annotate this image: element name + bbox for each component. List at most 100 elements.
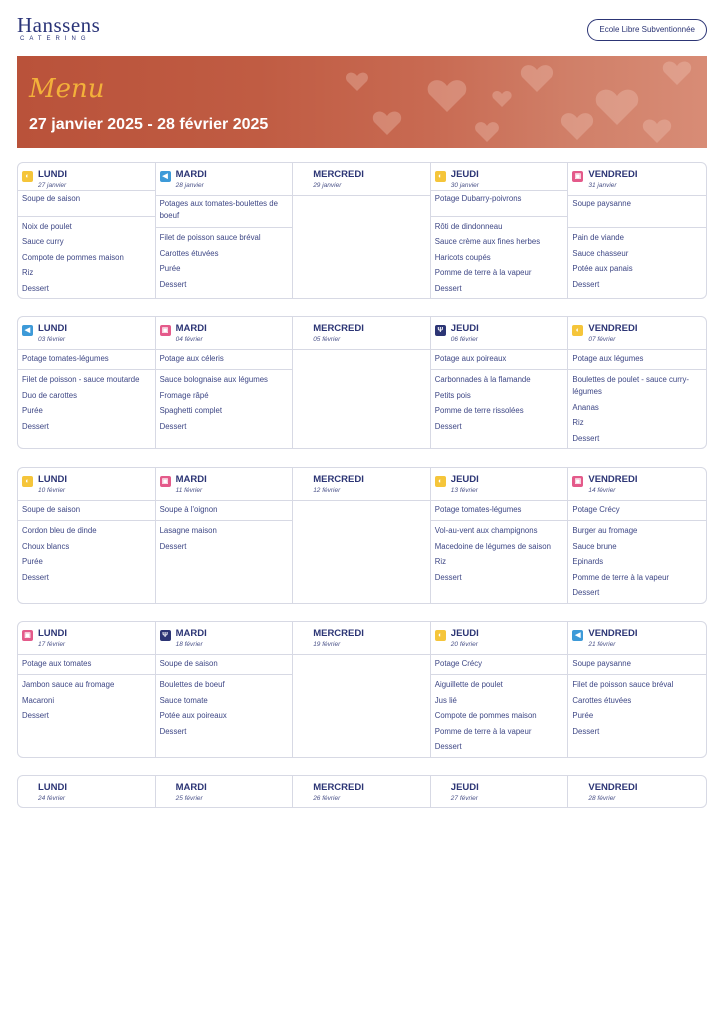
day-date: 28 février	[588, 795, 616, 802]
soup-item: Soupe à l'oignon	[155, 501, 293, 521]
dish-list	[293, 370, 430, 374]
dish-item: Potée aux panais	[572, 264, 633, 273]
dish-item: Fromage râpé	[159, 390, 209, 400]
day-header: JEUDI 27 février	[431, 776, 568, 807]
dish-list: Cordon bleu de dinde Choux blancs Purée Des…	[18, 521, 155, 587]
dish-item: Rôti de dindonneau	[434, 221, 503, 231]
soup-item: Potage aux légumes	[568, 350, 706, 370]
dish-item: Haricots coupés	[434, 252, 491, 262]
day-name: MARDI	[175, 169, 207, 180]
day-date: 24 février	[38, 795, 66, 802]
day-column-vendredi: ▣ VENDREDI 14 février Potage Crécy Burger au…	[568, 468, 706, 603]
day-name: LUNDI	[38, 474, 68, 485]
week-table: ◐ LUNDI 10 février Soupe de saison Cordon bl…	[17, 467, 707, 604]
day-header: Ψ JEUDI 06 février	[430, 317, 568, 350]
dish-item: Riz	[434, 557, 447, 566]
day-column-lundi: ◐ LUNDI 10 février Soupe de saison Cordon bl…	[18, 468, 156, 603]
dish-list: Filet de poisson - sauce moutarde Duo de …	[18, 370, 155, 436]
dish-list	[293, 521, 430, 525]
day-header: LUNDI 24 février	[18, 776, 155, 807]
dish-list	[293, 675, 430, 679]
dish-item: Dessert	[159, 541, 187, 551]
day-date: 14 février	[588, 487, 616, 494]
meal-category-icon: ◀	[159, 171, 171, 182]
day-column-mardi: Ψ MARDI 18 février Soupe de saison Boulettes…	[155, 622, 294, 757]
dish-item: Vol-au-vent aux champignons	[434, 526, 538, 535]
day-column-jeudi: Ψ JEUDI 06 février Potage aux poireaux Carbo…	[430, 317, 569, 448]
day-column-vendredi: VENDREDI 28 février	[568, 776, 706, 807]
day-header: MERCREDI 26 février	[293, 776, 430, 807]
day-header: ◀ MARDI 28 janvier	[155, 163, 293, 196]
soup-item: Potage Crécy	[430, 655, 568, 675]
day-column-jeudi: JEUDI 27 février	[431, 776, 569, 807]
day-date: 17 février	[38, 641, 66, 648]
day-header: ▣ MARDI 04 février	[155, 317, 293, 350]
day-column-mardi: MARDI 25 février	[156, 776, 294, 807]
day-name: LUNDI	[38, 628, 68, 639]
soup-item: Soupe de saison	[155, 655, 293, 675]
soup-item: Soupe de saison	[18, 191, 155, 217]
day-date: 27 janvier	[38, 182, 67, 189]
soup-item	[293, 350, 430, 370]
dish-list: Vol-au-vent aux champignons Macedoine de …	[431, 521, 568, 587]
soup-item: Potage aux poireaux	[430, 350, 568, 370]
day-name: VENDREDI	[588, 474, 638, 485]
day-header: ▣ MARDI 11 février	[155, 468, 293, 501]
day-column-vendredi: ◐ VENDREDI 07 février Potage aux légumes Bou…	[568, 317, 706, 448]
soup-item: Soupe paysanne	[568, 655, 706, 675]
meal-category-icon: ▣	[572, 171, 584, 182]
soup-item: Potage Crécy	[568, 501, 706, 521]
day-name: MARDI	[175, 628, 207, 639]
dish-item: Dessert	[572, 588, 600, 597]
banner-date-range: 27 janvier 2025 - 28 février 2025	[29, 116, 269, 133]
day-header: ▣ VENDREDI 31 janvier	[568, 163, 706, 196]
day-date: 27 février	[450, 795, 478, 802]
week-table: ◀ LUNDI 03 février Potage tomates-légumes Fi…	[17, 316, 707, 449]
banner-title: Menu	[29, 74, 105, 104]
day-header: MARDI 25 février	[156, 776, 293, 807]
dish-item: Purée	[22, 406, 43, 415]
dish-item: Dessert	[159, 726, 187, 736]
dish-list: Aiguillette de poulet Jus lié Compote de p…	[431, 675, 568, 757]
dish-item: Filet de poisson sauce bréval	[572, 680, 674, 689]
meal-category-icon: ◐	[434, 171, 446, 182]
day-name: LUNDI	[38, 782, 68, 793]
dish-item: Dessert	[159, 279, 187, 289]
day-header: MERCREDI 19 février	[293, 622, 430, 655]
day-name: MERCREDI	[313, 474, 364, 485]
dish-item: Carottes étuvées	[159, 248, 219, 258]
day-header: MERCREDI 05 février	[293, 317, 430, 350]
soup-item: Potages aux tomates-boulettes de boeuf	[155, 196, 293, 228]
day-header: Ψ MARDI 18 février	[155, 622, 293, 655]
day-name: MERCREDI	[313, 169, 364, 180]
dish-item: Dessert	[159, 421, 187, 431]
day-header: ▣ VENDREDI 14 février	[568, 468, 706, 501]
day-header: ◐ JEUDI 20 février	[430, 622, 568, 655]
day-column-mardi: ◀ MARDI 28 janvier Potages aux tomates-boul…	[155, 163, 294, 298]
day-date: 03 février	[38, 336, 66, 343]
dish-list: Boulettes de poulet - sauce curry-légume…	[568, 370, 706, 448]
meal-category-icon: ◐	[22, 476, 33, 487]
day-date: 30 janvier	[450, 182, 479, 189]
day-column-jeudi: ◐ JEUDI 30 janvier Potage Dubarry-poivrons R…	[430, 163, 569, 298]
soup-item: Potage aux céleris	[155, 350, 293, 370]
dish-item: Dessert	[22, 283, 49, 293]
day-date: 11 février	[175, 487, 203, 494]
day-date: 18 février	[175, 641, 203, 648]
dish-list	[293, 228, 430, 232]
soup-item: Soupe de saison	[18, 501, 155, 521]
dish-list: Noix de poulet Sauce curry Compote de pomm…	[18, 217, 155, 299]
week-table: ◐ LUNDI 27 janvier Soupe de saison Noix de p…	[17, 162, 707, 299]
dish-item: Ananas	[572, 402, 599, 412]
logo-name: Hanssens	[17, 13, 101, 37]
day-date: 20 février	[450, 641, 478, 648]
dish-item: Carottes étuvées	[572, 695, 632, 705]
day-date: 10 février	[38, 487, 66, 494]
dish-item: Riz	[572, 418, 584, 427]
day-date: 25 février	[175, 795, 203, 802]
soup-item: Potage tomates-légumes	[430, 501, 568, 521]
dish-item: Sauce chasseur	[572, 248, 629, 258]
dish-item: Dessert	[434, 742, 462, 751]
day-name: JEUDI	[450, 782, 479, 793]
day-name: LUNDI	[38, 323, 68, 334]
